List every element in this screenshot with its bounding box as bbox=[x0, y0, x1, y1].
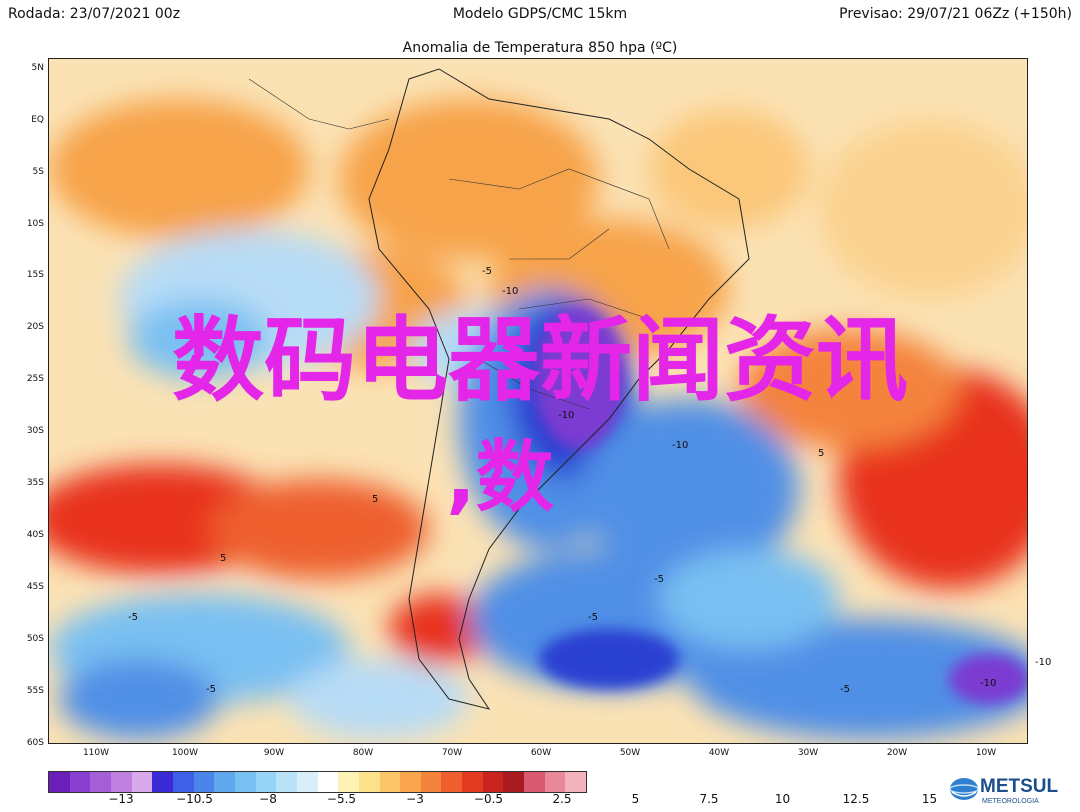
run-time-label: Rodada: 23/07/2021 00z bbox=[8, 6, 181, 22]
colorbar-segment bbox=[193, 772, 215, 792]
colorbar-tick-label: −3 bbox=[406, 792, 424, 806]
colorbar-tick-label: 10 bbox=[774, 792, 791, 806]
lat-label: 50S bbox=[26, 634, 44, 644]
colorbar-segment bbox=[110, 772, 132, 792]
lat-label: 10S bbox=[26, 219, 44, 229]
colorbar-segment bbox=[296, 772, 318, 792]
colorbar-segment bbox=[234, 772, 256, 792]
colorbar-segment bbox=[338, 772, 359, 792]
lat-label: 45S bbox=[26, 582, 44, 592]
model-label: Modelo GDPS/CMC 15km bbox=[452, 6, 628, 22]
colorbar-tick-label: −0.5 bbox=[473, 792, 504, 806]
colorbar-segment bbox=[276, 772, 297, 792]
colorbar-tick-label: −10.5 bbox=[176, 792, 213, 806]
colorbar-segment bbox=[441, 772, 463, 792]
colorbar-segment bbox=[69, 772, 91, 792]
colorbar-segment bbox=[214, 772, 235, 792]
contour-label: -5 bbox=[128, 612, 138, 623]
contour-label: -5 bbox=[840, 684, 850, 695]
lon-label: 10W bbox=[975, 748, 997, 758]
globe-icon bbox=[949, 778, 979, 800]
lon-label: 50W bbox=[619, 748, 641, 758]
colorbar-tick-label: 5 bbox=[631, 792, 640, 806]
lat-label: 15S bbox=[26, 270, 44, 280]
lat-label: 30S bbox=[26, 426, 44, 436]
colorbar-segment bbox=[400, 772, 421, 792]
colorbar-segment bbox=[131, 772, 153, 792]
lon-label: 70W bbox=[441, 748, 463, 758]
lon-label: 110W bbox=[82, 748, 110, 758]
map-field bbox=[49, 59, 1027, 743]
lat-label: 40S bbox=[26, 530, 44, 540]
contour-label: 5 bbox=[818, 448, 825, 459]
lon-label: 80W bbox=[352, 748, 374, 758]
lon-label: 100W bbox=[171, 748, 199, 758]
contour-label: 5 bbox=[220, 553, 227, 564]
lat-label: 60S bbox=[26, 738, 44, 748]
lon-label: 90W bbox=[263, 748, 285, 758]
contour-label: -5 bbox=[588, 612, 598, 623]
colorbar-tick-label: −13 bbox=[108, 792, 134, 806]
colorbar-tick-label: 15 bbox=[921, 792, 938, 806]
anomaly-map bbox=[48, 58, 1028, 744]
lon-label: 20W bbox=[886, 748, 908, 758]
colorbar-segment bbox=[420, 772, 442, 792]
colorbar-segment bbox=[317, 772, 339, 792]
colorbar-segment bbox=[503, 772, 525, 792]
lat-label: 20S bbox=[26, 322, 44, 332]
forecast-time-label: Previsao: 29/07/21 06Zz (+150h) bbox=[839, 6, 1072, 22]
contour-label: -10 bbox=[1035, 657, 1052, 668]
map-title: Anomalia de Temperatura 850 hpa (ºC) bbox=[402, 40, 678, 56]
contour-label: -10 bbox=[502, 286, 519, 297]
colorbar-segment bbox=[524, 772, 545, 792]
colorbar-tick-label: 7.5 bbox=[699, 792, 719, 806]
colorbar-segment bbox=[90, 772, 111, 792]
contour-label: -5 bbox=[654, 574, 664, 585]
colorbar bbox=[48, 771, 588, 793]
logo-subtitle: METEOROLOGIA bbox=[982, 798, 1039, 805]
contour-label: -5 bbox=[482, 266, 492, 277]
lon-label: 30W bbox=[797, 748, 819, 758]
colorbar-segment bbox=[358, 772, 380, 792]
contour-label: -10 bbox=[672, 440, 689, 451]
lon-label: 40W bbox=[708, 748, 730, 758]
lat-label: 5N bbox=[31, 63, 44, 73]
colorbar-segment bbox=[172, 772, 194, 792]
logo-name: METSUL bbox=[980, 776, 1059, 797]
contour-label: -5 bbox=[206, 684, 216, 695]
colorbar-segment bbox=[152, 772, 173, 792]
lat-label: 55S bbox=[26, 686, 44, 696]
colorbar-segment bbox=[462, 772, 483, 792]
colorbar-segment bbox=[544, 772, 566, 792]
lat-label: 5S bbox=[32, 167, 44, 177]
contour-label: -10 bbox=[558, 410, 575, 421]
lon-label: 60W bbox=[530, 748, 552, 758]
contour-label: 5 bbox=[372, 494, 379, 505]
contour-label: -10 bbox=[980, 678, 997, 689]
lat-label: 25S bbox=[26, 374, 44, 384]
colorbar-tick-label: −5.5 bbox=[326, 792, 357, 806]
colorbar-segment bbox=[482, 772, 504, 792]
colorbar-tick-label: 12.5 bbox=[842, 792, 870, 806]
colorbar-segment bbox=[49, 772, 70, 792]
colorbar-segment bbox=[379, 772, 401, 792]
colorbar-tick-label: 2.5 bbox=[552, 792, 572, 806]
colorbar-segment bbox=[565, 772, 587, 792]
colorbar-tick-label: −8 bbox=[259, 792, 277, 806]
lat-label: 35S bbox=[26, 478, 44, 488]
colorbar-segment bbox=[255, 772, 277, 792]
lat-label: EQ bbox=[31, 115, 44, 125]
